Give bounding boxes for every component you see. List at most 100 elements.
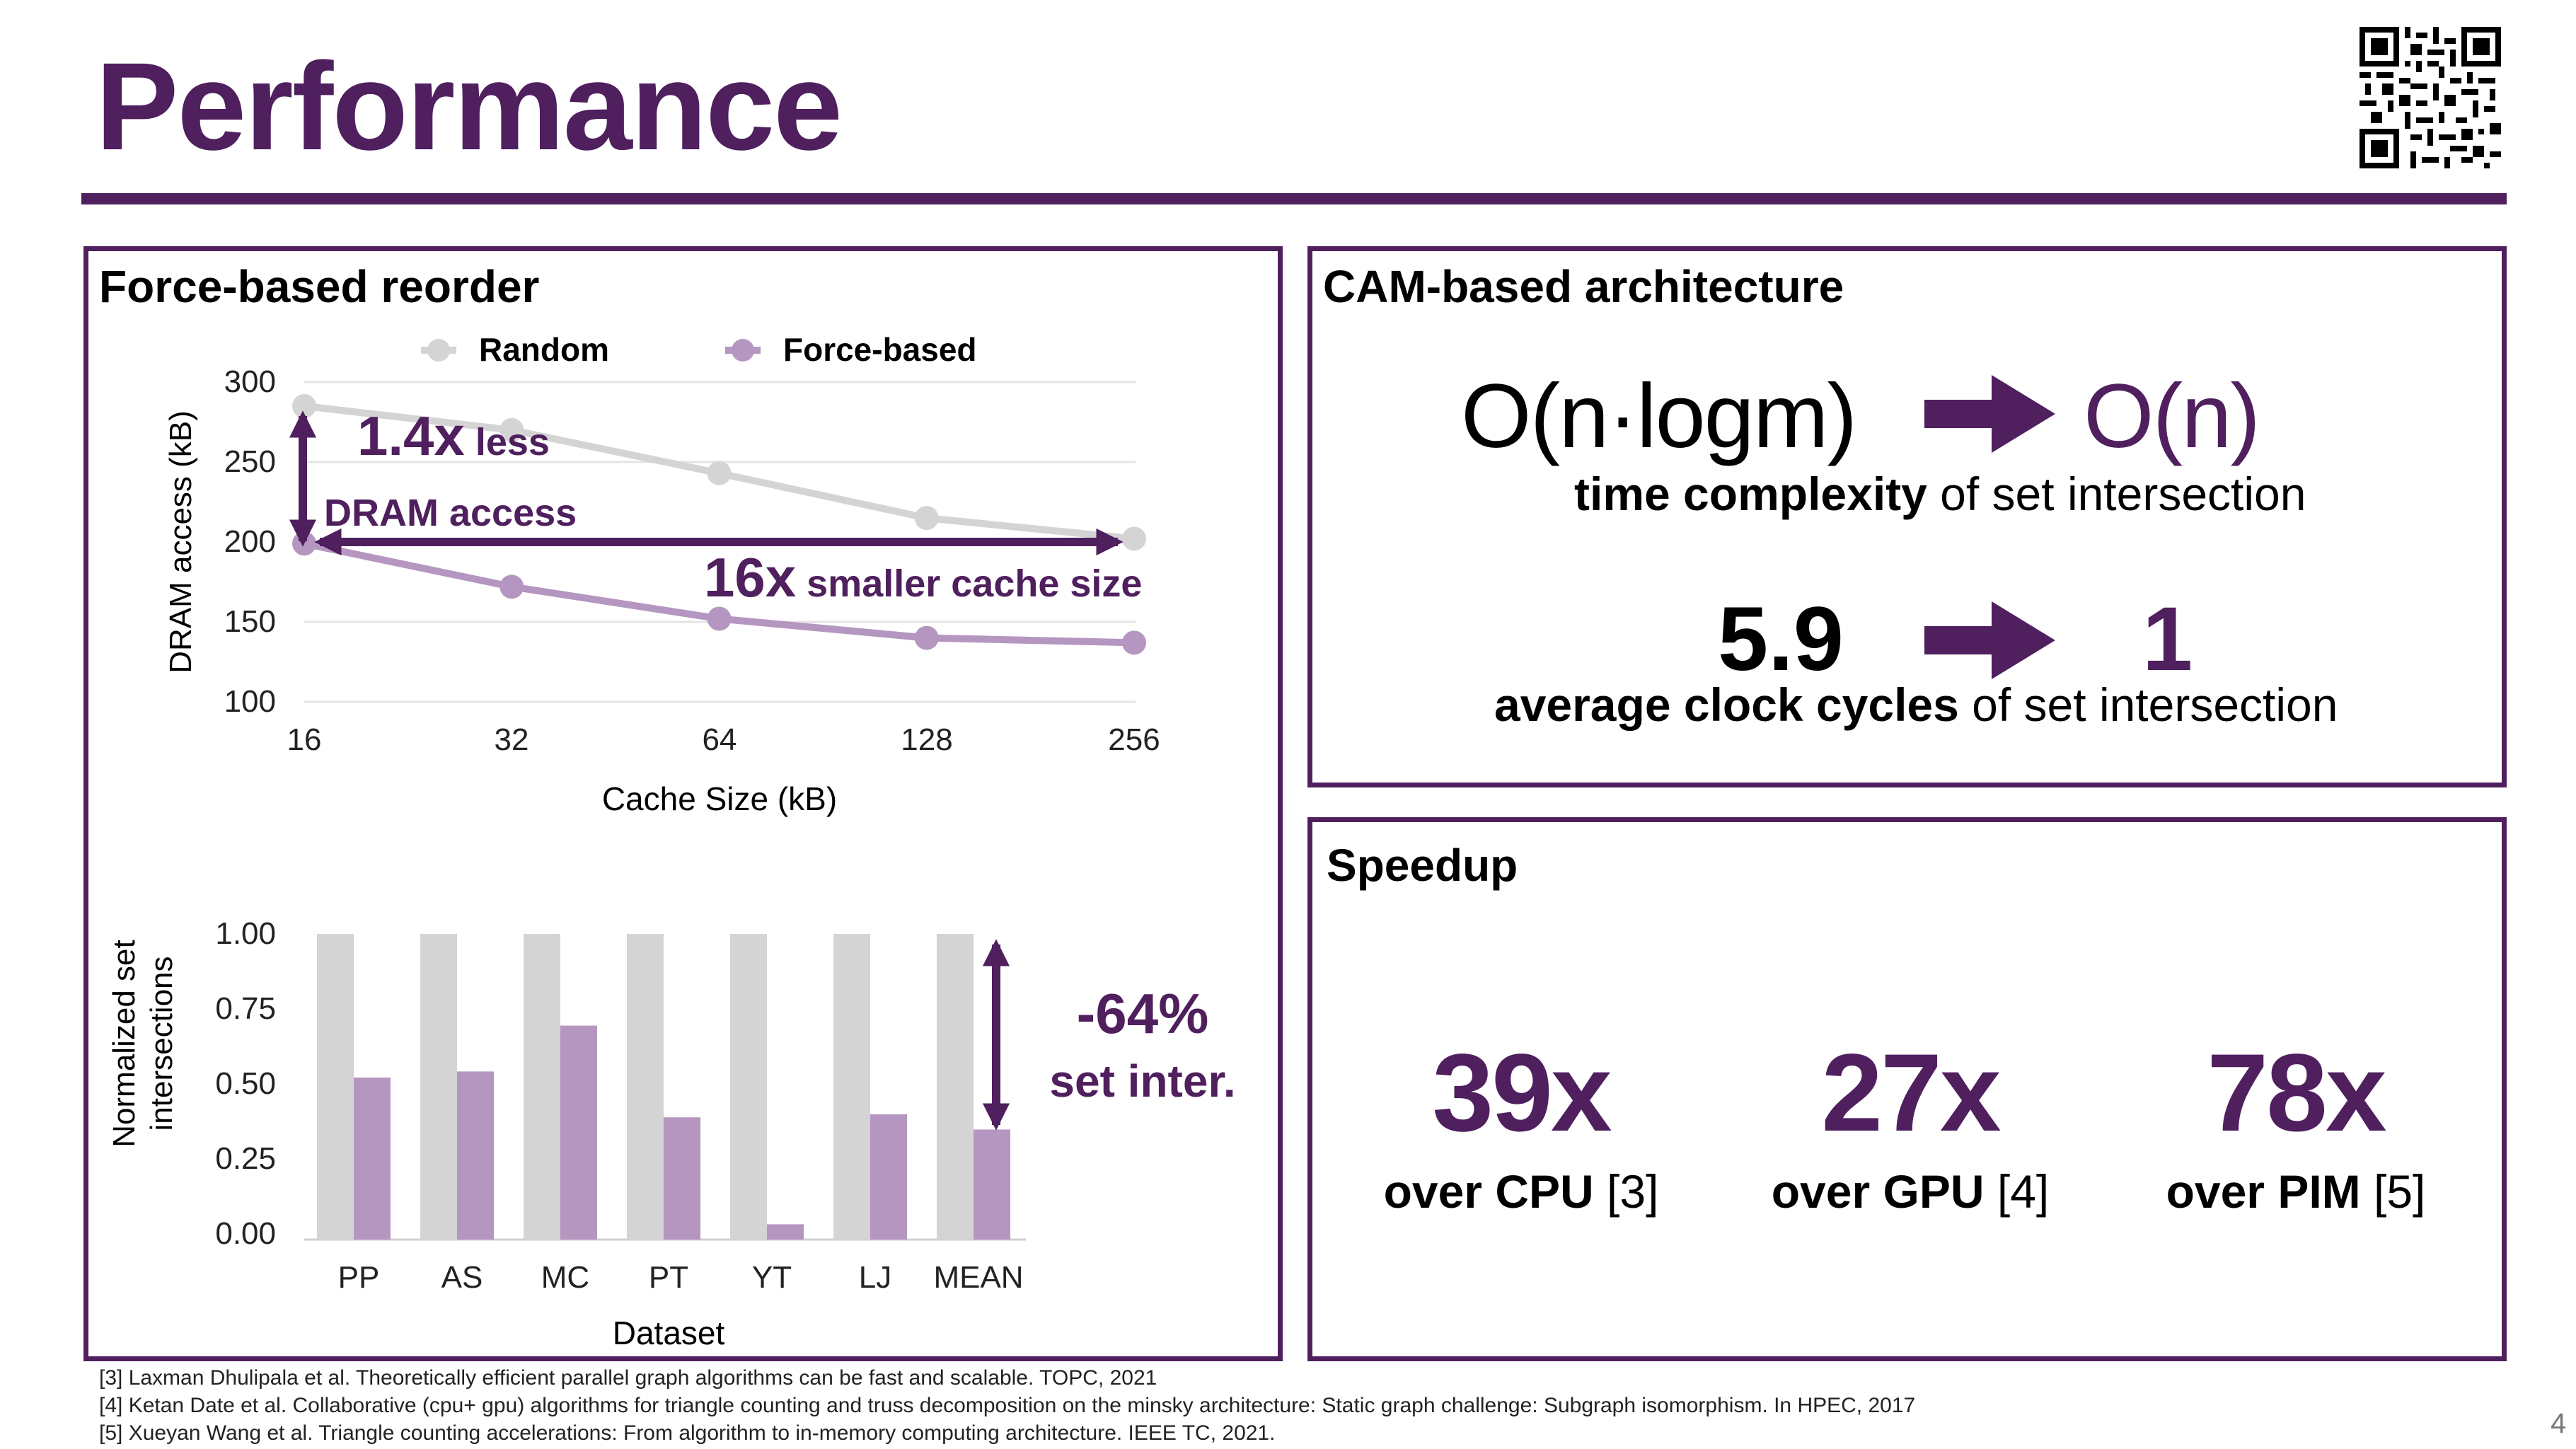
speedup-gpu-caption: over GPU [4] bbox=[1762, 1165, 2059, 1218]
bar-baseline-mean bbox=[937, 934, 974, 1240]
bar-baseline-pt bbox=[627, 934, 664, 1240]
line-y-ticks: 300 250 200 150 100 bbox=[224, 364, 276, 719]
bar-force-pt bbox=[664, 1117, 700, 1240]
y-axis-label-line2: intersections bbox=[144, 956, 179, 1131]
reduction-label: set inter. bbox=[1049, 1056, 1235, 1107]
speedup-cpu-caption: over CPU [3] bbox=[1373, 1165, 1670, 1218]
complexity-to: O(n) bbox=[2084, 366, 2260, 467]
complexity-from: O(n·logm) bbox=[1461, 366, 1857, 467]
bar-force-lj bbox=[870, 1114, 907, 1240]
y-tick-label: 0.25 bbox=[215, 1141, 276, 1176]
data-point-force bbox=[499, 575, 524, 599]
complexity-label: time complexity of set intersection bbox=[1574, 467, 2306, 521]
complexity-label-bold: time complexity bbox=[1574, 468, 1927, 520]
speedup-gpu-value: 27x bbox=[1821, 1032, 2001, 1155]
dram-line-chart: 300 250 200 150 100 16 32 64 128 256 Cac… bbox=[163, 331, 1160, 817]
x-tick-label: MC bbox=[541, 1260, 589, 1295]
bar-force-pp bbox=[354, 1078, 391, 1240]
data-point-force bbox=[1122, 630, 1146, 655]
bar-force-yt bbox=[767, 1224, 804, 1240]
speedup-gpu-ref: [4] bbox=[1997, 1165, 2050, 1218]
dram-annotation-text: less bbox=[465, 421, 550, 463]
cache-annotation-text: smaller cache size bbox=[796, 562, 1142, 605]
bar-baseline-as bbox=[420, 934, 457, 1240]
dram-annotation-line2: DRAM access bbox=[324, 492, 577, 534]
data-point-force bbox=[914, 625, 939, 650]
line-legend: Random Force-based bbox=[421, 331, 977, 368]
line-series-group bbox=[292, 393, 1146, 655]
x-tick-label: 64 bbox=[703, 722, 737, 757]
qr-code-icon bbox=[2360, 27, 2501, 168]
data-point-random bbox=[1122, 526, 1146, 551]
force-reorder-title: Force-based reorder bbox=[99, 261, 540, 312]
x-tick-label: AS bbox=[441, 1260, 483, 1295]
legend-force-marker bbox=[732, 339, 754, 362]
title-divider bbox=[81, 193, 2507, 204]
y-tick-label: 100 bbox=[224, 684, 276, 719]
bar-baseline-pp bbox=[317, 934, 354, 1240]
line-x-ticks: 16 32 64 128 256 bbox=[287, 722, 1160, 757]
dram-annotation-line1: 1.4x less bbox=[357, 405, 550, 467]
legend-random-label: Random bbox=[479, 331, 609, 368]
footnotes: [3] Laxman Dhulipala et al. Theoreticall… bbox=[99, 1364, 1915, 1447]
speedup-cpu: 39x over CPU [3] bbox=[1373, 1026, 1670, 1218]
y-tick-label: 150 bbox=[224, 604, 276, 639]
x-tick-label: YT bbox=[752, 1260, 792, 1295]
footnote-4: [4] Ketan Date et al. Collaborative (cpu… bbox=[99, 1394, 1916, 1417]
x-tick-label: LJ bbox=[859, 1260, 891, 1295]
force-reorder-panel bbox=[83, 246, 1283, 1361]
bar-force-mc bbox=[560, 1025, 597, 1240]
cycles-label-rest: of set intersection bbox=[1958, 679, 2338, 731]
data-point-force bbox=[707, 606, 732, 631]
x-tick-label: PP bbox=[338, 1260, 380, 1295]
y-tick-label: 0.00 bbox=[215, 1216, 276, 1251]
speedup-gpu-label: over GPU bbox=[1771, 1165, 1985, 1218]
page-title: Performance bbox=[96, 37, 843, 176]
y-tick-label: 250 bbox=[224, 444, 276, 479]
set-intersection-bar-chart: Normalized set intersections 1.00 0.75 0… bbox=[107, 916, 1236, 1351]
x-tick-label: MEAN bbox=[933, 1260, 1023, 1295]
reduction-value: -64% bbox=[1077, 982, 1209, 1045]
y-axis-label: DRAM access (kB) bbox=[163, 410, 198, 674]
bar-baseline-yt bbox=[730, 934, 767, 1240]
x-tick-label: 32 bbox=[495, 722, 529, 757]
cache-annotation-value: 16x bbox=[704, 546, 796, 608]
y-tick-label: 200 bbox=[224, 524, 276, 559]
data-point-random bbox=[499, 417, 524, 442]
y-tick-label: 1.00 bbox=[215, 916, 276, 951]
speedup-pim-ref: [5] bbox=[2374, 1165, 2426, 1218]
legend-random-marker bbox=[427, 339, 450, 362]
data-point-random bbox=[707, 461, 732, 485]
cycles-label: average clock cycles of set intersection bbox=[1494, 678, 2338, 732]
data-point-random bbox=[914, 506, 939, 531]
complexity-label-rest: of set intersection bbox=[1927, 468, 2306, 520]
cycles-arrow-icon bbox=[1924, 601, 2055, 679]
y-tick-label: 0.50 bbox=[215, 1066, 276, 1101]
speedup-cpu-ref: [3] bbox=[1607, 1165, 1659, 1218]
speedup-panel bbox=[1307, 817, 2507, 1361]
page-number: 4 bbox=[2551, 1408, 2567, 1439]
bar-y-ticks: 1.00 0.75 0.50 0.25 0.00 bbox=[215, 916, 276, 1251]
x-axis-label: Dataset bbox=[613, 1315, 725, 1351]
x-tick-label: 128 bbox=[901, 722, 952, 757]
cache-annotation: 16x smaller cache size bbox=[704, 546, 1142, 608]
cycles-label-bold: average clock cycles bbox=[1494, 679, 1959, 731]
bar-force-mean bbox=[974, 1129, 1010, 1240]
footnote-3: [3] Laxman Dhulipala et al. Theoreticall… bbox=[99, 1366, 1157, 1390]
bar-force-as bbox=[457, 1071, 494, 1240]
bar-baseline-lj bbox=[833, 934, 870, 1240]
speedup-title: Speedup bbox=[1327, 840, 1518, 891]
x-axis-label: Cache Size (kB) bbox=[602, 780, 837, 817]
cam-architecture-title: CAM-based architecture bbox=[1323, 261, 1844, 312]
x-tick-label: 256 bbox=[1108, 722, 1160, 757]
speedup-cpu-value: 39x bbox=[1432, 1032, 1612, 1155]
cam-architecture-panel bbox=[1307, 246, 2507, 787]
x-tick-label: 16 bbox=[287, 722, 322, 757]
dram-annotation-value: 1.4x bbox=[357, 405, 465, 467]
cycles-to: 1 bbox=[2142, 589, 2193, 690]
speedup-pim-value: 78x bbox=[2207, 1032, 2386, 1155]
y-axis-label-line1: Normalized set bbox=[107, 940, 141, 1147]
data-point-random bbox=[292, 393, 316, 418]
speedup-pim: 78x over PIM [5] bbox=[2147, 1026, 2444, 1218]
speedup-gpu: 27x over GPU [4] bbox=[1762, 1026, 2059, 1218]
